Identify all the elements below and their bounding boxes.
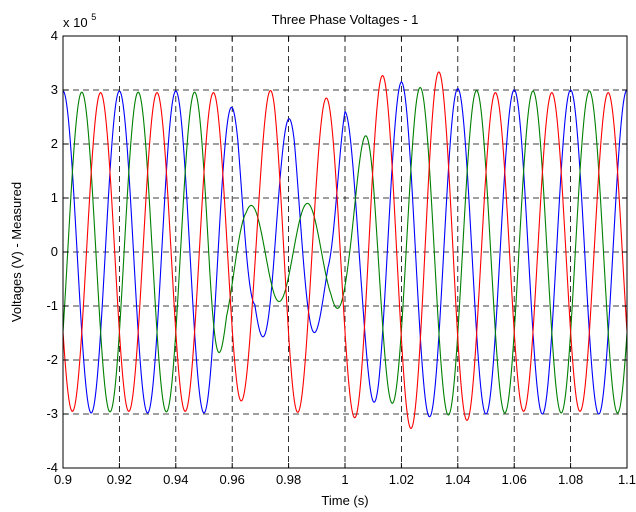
series-line	[62, 87, 628, 416]
x-tick-label: 1	[341, 472, 348, 487]
chart-title: Three Phase Voltages - 1	[272, 12, 419, 27]
y-tick-label: 4	[51, 28, 58, 43]
y-tick-label: 1	[51, 190, 58, 205]
x-tick-label: 0.98	[276, 472, 301, 487]
x-tick-label: 1.08	[558, 472, 583, 487]
x-tick-label: 0.94	[163, 472, 188, 487]
y-tick-label: -1	[46, 298, 58, 313]
x-axis-label: Time (s)	[321, 493, 368, 508]
y-tick-label: -2	[46, 352, 58, 367]
y-exponent-label: x 10 5	[63, 12, 96, 30]
x-tick-labels: 0.9 0.92 0.94 0.96 0.98 1 1.02 1.04 1.06 1.08 1.1	[54, 472, 636, 487]
x-tick-label: 1.1	[618, 472, 636, 487]
series-group	[62, 71, 628, 429]
y-tick-labels: -4 -3 -2 -1 0 1 2 3 4	[46, 28, 58, 475]
series-line	[62, 71, 628, 429]
y-tick-label: 2	[51, 136, 58, 151]
grid	[63, 36, 627, 468]
x-tick-label: 1.04	[445, 472, 470, 487]
x-tick-label: 0.9	[54, 472, 72, 487]
y-tick-label: 3	[51, 82, 58, 97]
y-exponent-power: 5	[91, 12, 96, 22]
y-axis-label: Voltages (V) - Measured	[9, 182, 24, 322]
x-tick-label: 0.92	[107, 472, 132, 487]
x-tick-label: 1.06	[502, 472, 527, 487]
x-tick-label: 1.02	[389, 472, 414, 487]
y-exponent-base: x 10	[63, 15, 88, 30]
ticks	[62, 35, 628, 469]
y-tick-label: 0	[51, 244, 58, 259]
y-tick-label: -3	[46, 406, 58, 421]
x-tick-label: 0.96	[220, 472, 245, 487]
y-tick-label: -4	[46, 460, 58, 475]
